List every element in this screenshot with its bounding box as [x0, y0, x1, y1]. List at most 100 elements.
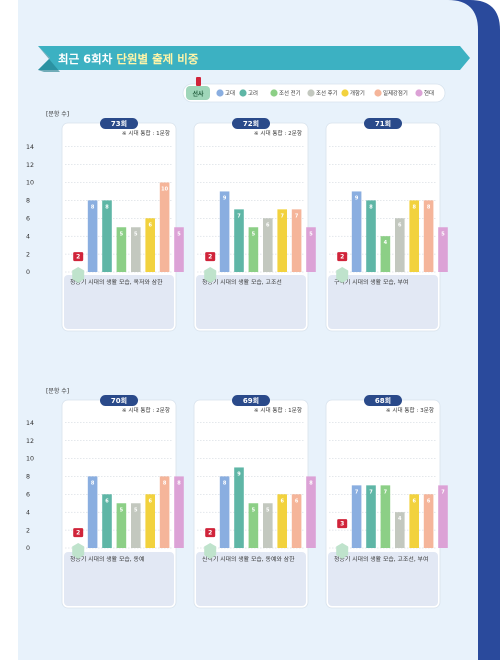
bar [159, 182, 170, 272]
bar [409, 494, 419, 548]
panel-title: 68회 [375, 396, 391, 405]
bar-value-label: 8 [309, 480, 313, 486]
axis-tick-label: 0 [26, 545, 30, 552]
seonsa-bar-point [204, 555, 217, 559]
caption-box [328, 552, 438, 606]
axis-tick-label: 12 [26, 162, 34, 169]
bar [248, 227, 259, 272]
panel-note: ※ 시대 통합 : 2문항 [122, 406, 170, 414]
axis-tick-label: 14 [26, 420, 34, 427]
header-ribbon-fold [38, 46, 60, 72]
legend-swatch [341, 89, 349, 97]
bar-value-label: 5 [120, 231, 124, 237]
legend-label: 선사 [192, 90, 204, 98]
panel-caption: 청동기 시대의 생활 모습, 옥저와 삼한 [70, 278, 163, 286]
chart-panel: 청동기 시대의 생활 모습, 동예 70회※ 시대 통합 : 2문항 2 8 6 5 5 6 8… [61, 395, 184, 609]
seonsa-bar [204, 267, 217, 272]
bar-value-label: 6 [295, 498, 299, 504]
panel-title-badge [100, 118, 138, 129]
seonsa-bar-point [336, 279, 349, 283]
seonsa-value-tag [205, 528, 216, 538]
bar-value-label: 5 [252, 507, 256, 513]
seonsa-bar-point [336, 555, 349, 559]
panel-caption: 신석기 시대의 생활 모습, 동예와 삼한 [202, 555, 295, 563]
legend-label: 고대 [225, 89, 235, 97]
panel-title-badge [232, 395, 270, 406]
bar [116, 227, 127, 272]
bar-value-label: 8 [105, 204, 109, 210]
bar-value-label: 6 [280, 498, 284, 504]
bar-value-label: 8 [427, 204, 431, 210]
bar-value-label: 6 [148, 498, 152, 504]
bar-value-label: 6 [266, 222, 270, 228]
bar-value-label: 5 [252, 231, 256, 237]
legend-label: 개항기 [350, 89, 365, 97]
bar-value-label: 10 [161, 187, 168, 193]
chart-panel: 구석기 시대의 생활 모습, 부여 71회 2 9 8 4 6 8 8 5 [325, 118, 448, 332]
bar [306, 227, 316, 272]
axis-tick-label: 14 [26, 144, 34, 151]
seonsa-bar-base [336, 272, 349, 279]
bar [87, 200, 98, 272]
bar-value-label: 2 [208, 254, 212, 261]
seonsa-bar-base [72, 272, 85, 279]
bar-value-label: 5 [120, 507, 124, 513]
bar-value-label: 5 [266, 507, 270, 513]
bar [174, 476, 184, 548]
seonsa-bar-point [72, 279, 85, 283]
bar [87, 476, 98, 548]
bar [219, 191, 230, 272]
axis-tick-label: 4 [26, 233, 30, 240]
bar [423, 200, 434, 272]
bar-value-label: 4 [384, 240, 388, 246]
bar-value-label: 6 [105, 498, 109, 504]
seonsa-bar [204, 543, 217, 548]
caption-box [196, 275, 306, 329]
bar-value-label: 8 [369, 204, 373, 210]
seonsa-bar [336, 267, 349, 272]
legend-label: 고려 [248, 89, 258, 97]
bar [306, 476, 316, 548]
axis-label: [문항 수] [46, 387, 69, 395]
bar [145, 218, 155, 272]
chart-panel: 청동기 시대의 생활 모습, 고조선, 부여 68회※ 시대 통합 : 3문항 3 7… [325, 395, 448, 609]
panel-caption: 청동기 시대의 생활 모습, 고조선, 부여 [334, 555, 428, 563]
bar [438, 227, 448, 272]
panel-title-badge [100, 395, 138, 406]
panel-note: ※ 시대 통합 : 2문항 [254, 129, 302, 137]
seonsa-bar [72, 267, 85, 272]
caption-box [196, 552, 306, 606]
panel-title: 71회 [375, 119, 391, 128]
bar [351, 191, 362, 272]
seonsa-bar-base [204, 548, 217, 555]
panel-title-badge [232, 118, 270, 129]
bar [234, 467, 244, 548]
legend-swatch [216, 89, 224, 97]
seonsa-value-tag [205, 252, 216, 262]
seonsa-value-tag [73, 528, 84, 538]
chart-panel: 청동기 시대의 생활 모습, 옥저와 삼한 73회※ 시대 통합 : 1문항 2 8 8… [61, 118, 184, 332]
bar [351, 485, 362, 548]
bar-value-label: 3 [340, 521, 344, 528]
axis-tick-label: 4 [26, 509, 30, 516]
panel-title-badge [364, 395, 402, 406]
bar [102, 494, 112, 548]
panel-title: 70회 [111, 396, 127, 405]
bar [380, 485, 391, 548]
legend-swatch [270, 89, 278, 97]
bar-value-label: 6 [398, 222, 402, 228]
seonsa-bar-point [204, 279, 217, 283]
caption-box [64, 275, 174, 329]
panel-note: ※ 시대 통합 : 1문항 [254, 406, 302, 414]
bar-value-label: 5 [134, 507, 138, 513]
seonsa-value-tag [73, 252, 84, 262]
bar-value-label: 7 [369, 489, 373, 495]
bar-value-label: 2 [208, 530, 212, 537]
axis-tick-label: 10 [26, 456, 34, 463]
panel-title: 72회 [243, 119, 259, 128]
bar [409, 200, 419, 272]
seonsa-bar-base [336, 548, 349, 555]
bar [159, 476, 170, 548]
axis-label: [문항 수] [46, 110, 69, 118]
